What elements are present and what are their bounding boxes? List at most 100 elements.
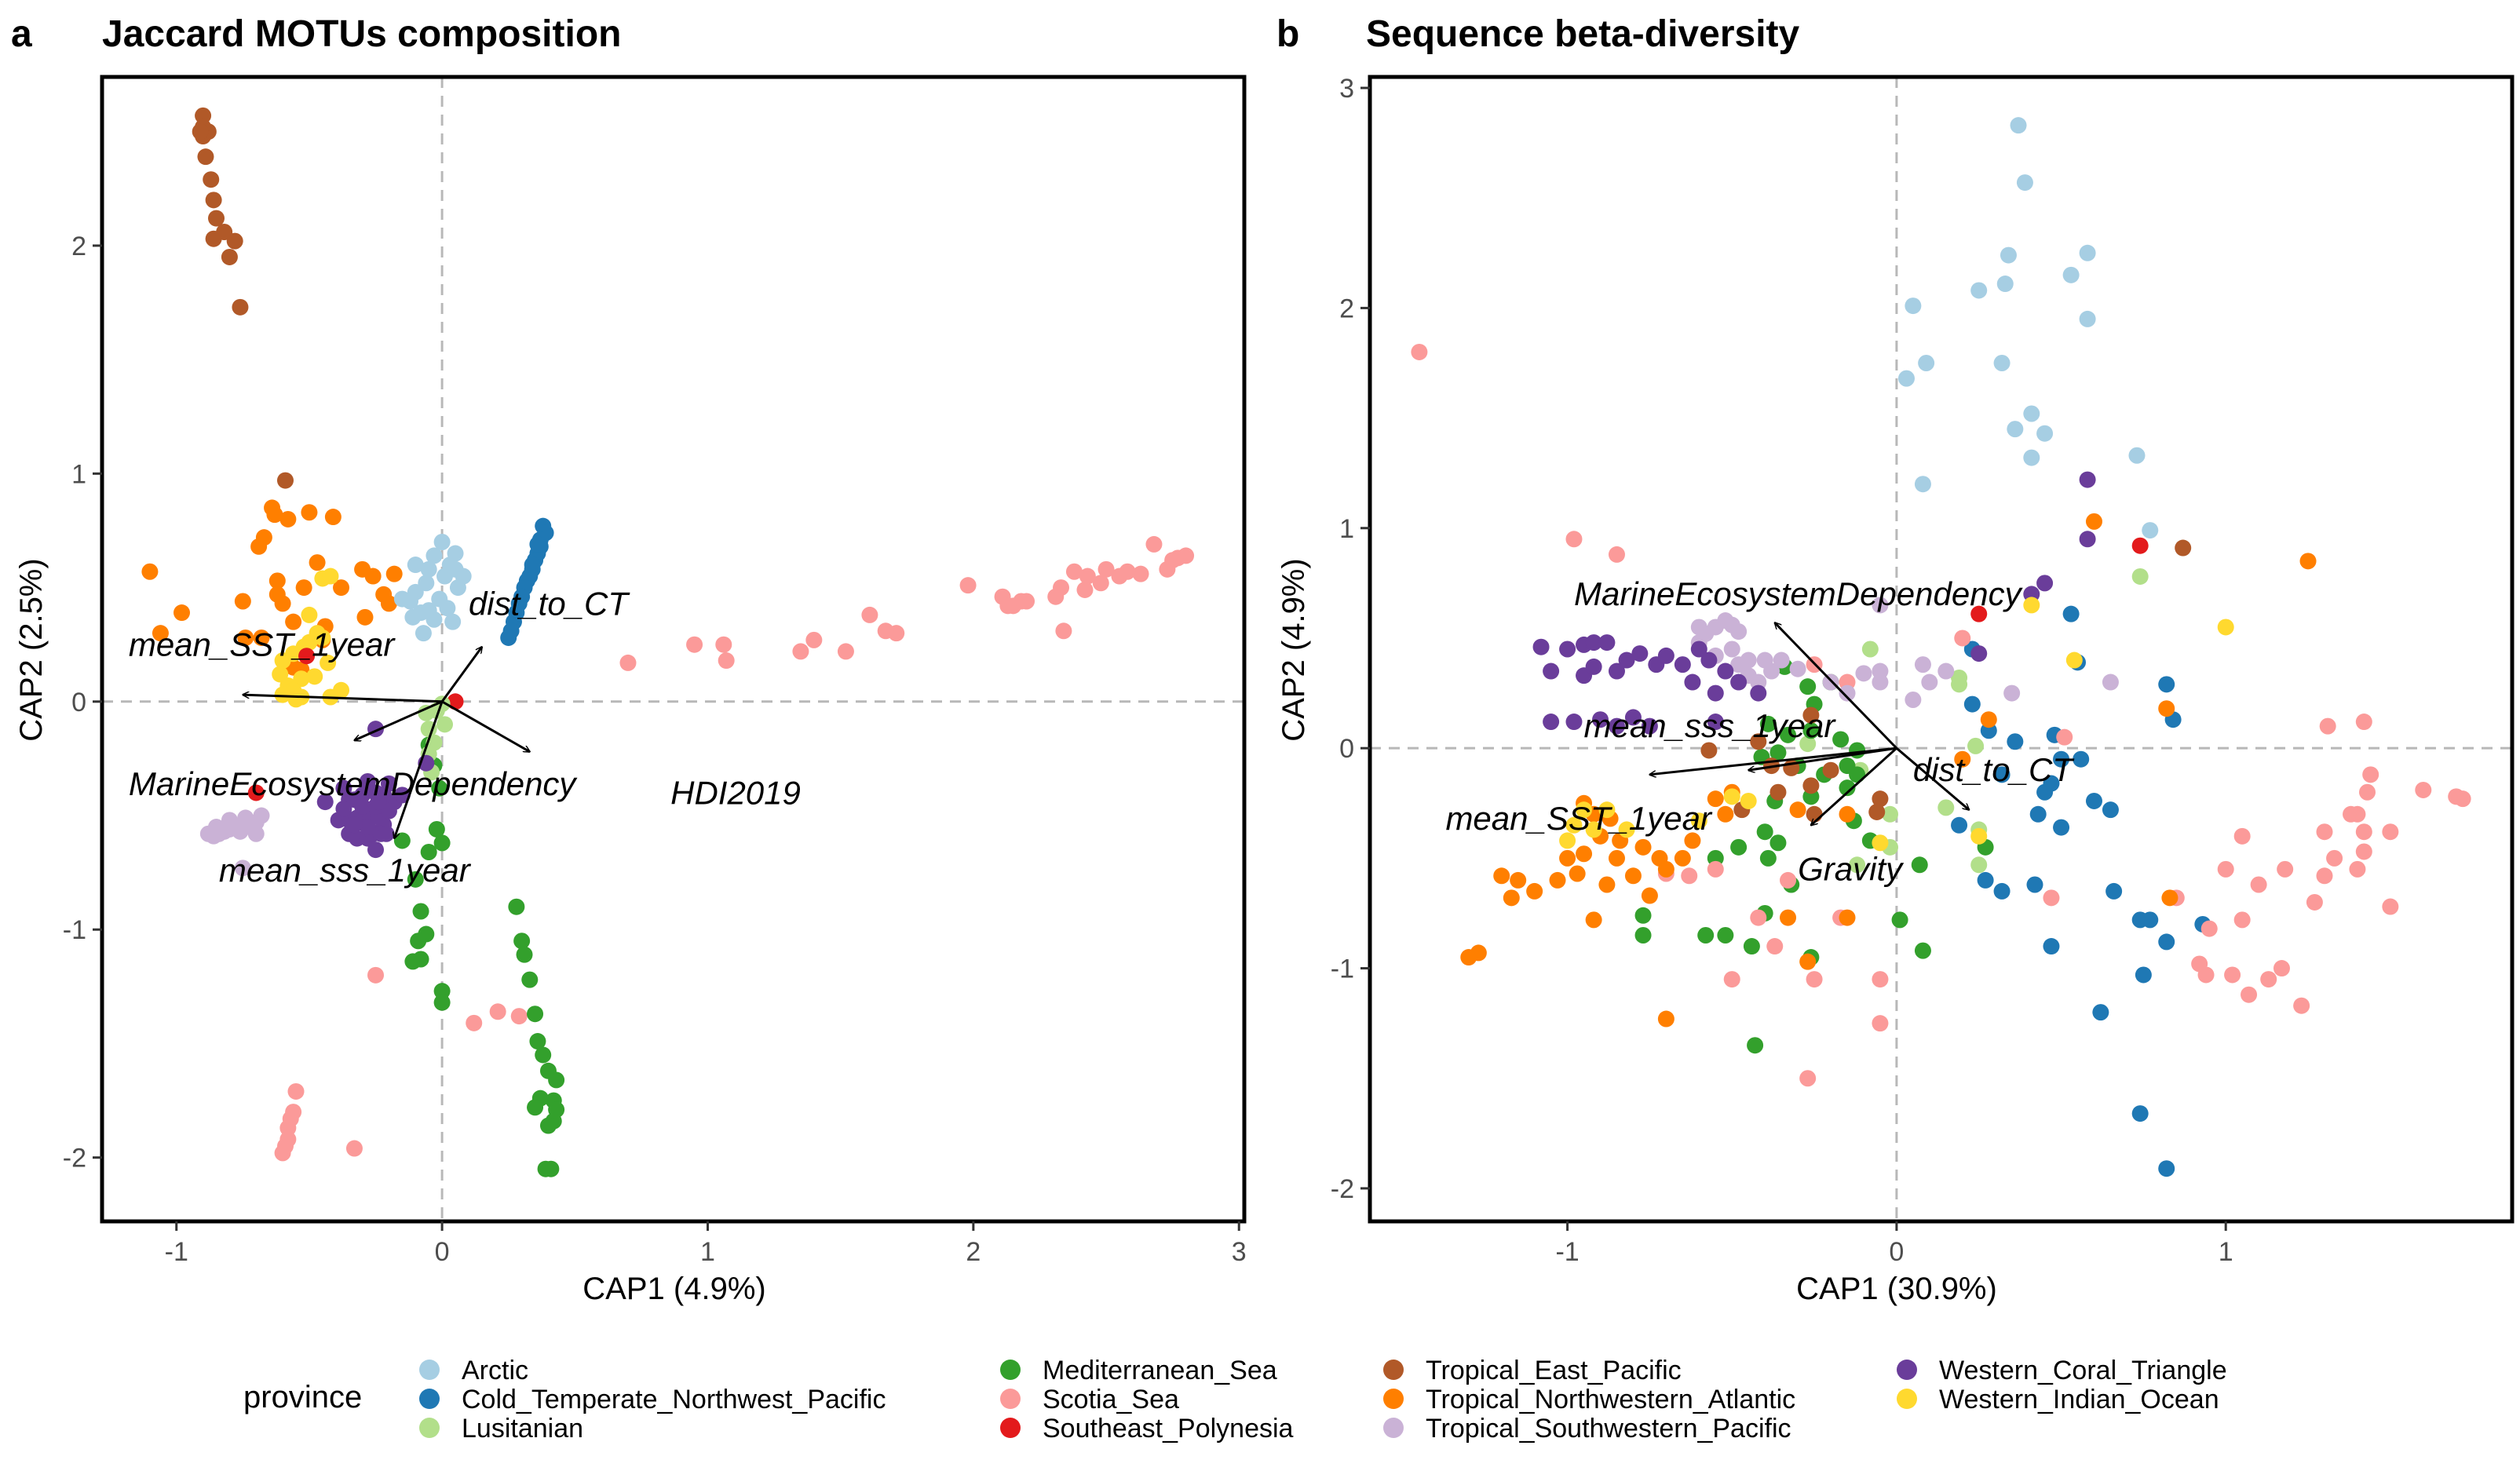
panel-b-point <box>1970 282 1988 299</box>
panel-b-arrow-label: Gravity <box>1798 850 1905 887</box>
panel-b-x-axis-title: CAP1 (30.9%) <box>1796 1272 1997 1306</box>
panel-b-point <box>2316 823 2333 841</box>
legend-item: Western_Indian_Ocean <box>1897 1386 2219 1413</box>
panel-b-point <box>2355 823 2372 841</box>
panel-a-point <box>385 565 403 582</box>
panel-b-point <box>1780 909 1797 926</box>
panel-b-point <box>1839 805 1856 823</box>
panel-a-tag: a <box>11 13 32 55</box>
panel-b-point <box>2065 652 2083 669</box>
panel-b-point <box>1576 845 1593 863</box>
panel-a-point <box>393 590 411 608</box>
panel-b-point <box>1882 805 1899 823</box>
panel-b-point <box>1634 927 1652 944</box>
panel-b-point <box>1789 801 1806 819</box>
panel-b-point <box>1849 856 1866 874</box>
panel-a-point <box>433 983 451 1000</box>
panel-a-point <box>380 775 397 792</box>
panel-b-point <box>1802 706 1820 724</box>
panel-b-point <box>1799 735 1817 753</box>
panel-b-point <box>1598 876 1616 893</box>
panel-b-point <box>1493 867 1510 885</box>
panel-b-point <box>1918 355 1935 371</box>
panel-b-point <box>2454 790 2471 808</box>
panel-b-x-tick-label: -1 <box>1555 1237 1579 1267</box>
panel-a-point <box>274 595 291 612</box>
panel-a-point <box>433 533 451 550</box>
panel-a-point <box>539 1117 557 1134</box>
panel-b-point <box>1839 684 1856 702</box>
panel-b-point <box>1608 849 1625 867</box>
panel-b-point <box>2273 960 2290 977</box>
panel-b-y-axis-title: CAP2 (4.9%) <box>1276 558 1311 742</box>
panel-b-point <box>1806 805 1823 823</box>
legend-label: Southeast_Polynesia <box>1043 1414 1294 1444</box>
panel-b-point <box>2233 827 2251 845</box>
panel-a-point <box>141 563 159 580</box>
panel-a-point <box>516 946 533 963</box>
panel-b-point <box>2105 882 2123 900</box>
legend-item: Western_Coral_Triangle <box>1897 1357 2227 1384</box>
legend-swatch <box>1383 1360 1404 1381</box>
panel-b-point <box>1624 867 1642 885</box>
panel-a-point <box>287 1082 305 1100</box>
panel-b-point <box>1780 871 1797 889</box>
panel-b-point <box>1937 662 1955 680</box>
panel-b-point <box>2306 893 2323 911</box>
panel-a-point <box>205 230 222 247</box>
panel-b-point <box>1747 1037 1764 1054</box>
panel-a-point <box>489 1003 506 1020</box>
panel-a-point <box>354 798 371 815</box>
panel-a-point <box>322 568 339 585</box>
panel-b-point <box>1707 684 1724 702</box>
panel-a-point <box>410 933 427 950</box>
panel-a-point <box>393 787 411 804</box>
panel-b-point <box>1526 882 1543 900</box>
panel-a-point <box>420 602 437 619</box>
panel-b-point <box>1897 370 1915 387</box>
panel-b-y-tick-label: 2 <box>1339 294 1354 323</box>
panel-b-point <box>1510 871 1527 889</box>
panel-b-point <box>1891 911 1908 929</box>
panel-a-point <box>221 812 238 829</box>
panel-b-point <box>1951 816 1968 834</box>
panel-b-point <box>2007 421 2024 438</box>
panel-b-point <box>2161 889 2179 907</box>
legend-title: province <box>243 1380 363 1414</box>
panel-b-point <box>1905 691 1922 708</box>
panel-a-point <box>359 819 376 836</box>
panel-b-tag: b <box>1276 13 1300 55</box>
panel-b-point <box>1592 711 1609 728</box>
panel-b-point <box>1832 731 1850 748</box>
panel-a-point <box>274 686 291 703</box>
panel-b-point <box>2053 750 2070 768</box>
panel-b-point <box>1789 660 1806 677</box>
panel-b-point <box>1993 882 2011 900</box>
panel-b-point <box>2010 117 2027 134</box>
panel-a-point <box>276 472 294 489</box>
panel-a-point <box>715 636 732 653</box>
panel-b-point <box>1624 709 1642 726</box>
panel-b-point <box>1743 938 1760 955</box>
panel-b-point <box>1598 801 1616 819</box>
legend-label: Tropical_East_Pacific <box>1426 1356 1682 1385</box>
panel-a-arrow-label: mean_sss_1year <box>219 852 472 889</box>
panel-a-point <box>285 613 302 630</box>
panel-b-point <box>2142 522 2159 539</box>
panel-a-point <box>192 123 209 141</box>
panel-a-point <box>431 779 448 797</box>
legend-item: Lusitanian <box>419 1415 583 1442</box>
panel-b-point <box>1565 714 1583 731</box>
panel-a-point <box>345 816 363 834</box>
panel-b-arrow-mean_SST_1year <box>1649 746 1897 775</box>
panel-b-point <box>1766 938 1784 955</box>
panel-b-point <box>2029 805 2047 823</box>
panel-a-point <box>407 557 424 574</box>
panel-b-point <box>2233 911 2251 929</box>
legend-swatch <box>1000 1389 1021 1410</box>
panel-b-point <box>1707 790 1724 808</box>
panel-a-point <box>208 819 225 836</box>
panel-a-point <box>805 631 823 648</box>
panel-a-point <box>415 625 432 642</box>
